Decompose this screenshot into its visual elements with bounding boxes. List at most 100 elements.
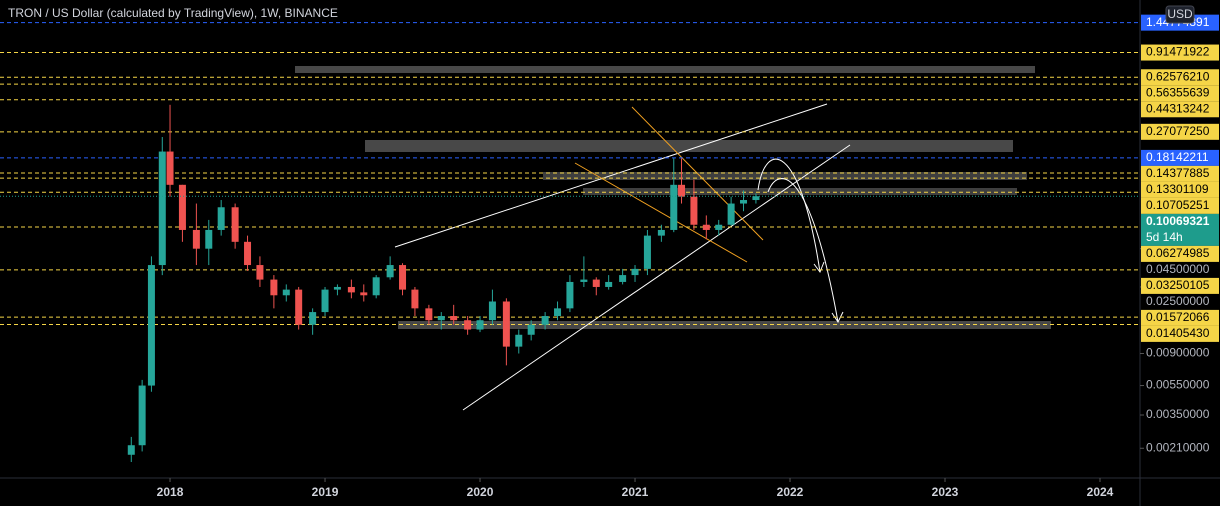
candle-body: [217, 207, 225, 230]
candle-body: [740, 200, 748, 204]
candle-body: [605, 281, 613, 287]
level-label-box: [1141, 325, 1219, 342]
zone: [583, 188, 1017, 195]
candle-body: [715, 224, 723, 230]
candle-body: [631, 268, 639, 276]
x-tick-label: 2019: [312, 485, 339, 499]
candle-body: [321, 289, 329, 313]
x-tick-label: 2021: [622, 485, 649, 499]
y-tick-label: 0.00550000: [1146, 378, 1210, 392]
level-label-box: [1141, 101, 1219, 118]
candle-body: [476, 320, 484, 330]
zone: [398, 321, 1051, 329]
x-tick-label: 2020: [467, 485, 494, 499]
candle-body: [670, 184, 678, 230]
trend-line: [462, 144, 851, 411]
candle-body: [727, 203, 735, 225]
candle-body: [372, 277, 380, 296]
chart-title: TRON / US Dollar (calculated by TradingV…: [8, 6, 338, 20]
arrow-head: [813, 261, 825, 274]
candle-body: [205, 229, 213, 249]
candle-body: [702, 224, 710, 230]
candle-body: [244, 241, 252, 266]
candle-body: [386, 265, 394, 278]
level-label-box: [1141, 245, 1219, 262]
level-label: 0.06274985: [1146, 246, 1210, 260]
candle-body: [138, 385, 146, 446]
price-label: 0.10069321: [1146, 214, 1210, 228]
candle-body: [425, 308, 433, 321]
y-tick-label: 0.00350000: [1146, 407, 1210, 421]
level-label: 0.03250105: [1146, 278, 1210, 292]
trend-line: [631, 106, 764, 241]
candle-body: [450, 316, 458, 321]
x-tick-label: 2018: [157, 485, 184, 499]
candle-body: [752, 196, 760, 201]
candle-body: [643, 235, 651, 269]
candle-body: [541, 316, 549, 325]
price-label-box: [1141, 213, 1219, 246]
y-tick-label: 0.00900000: [1146, 346, 1210, 360]
candle-body: [411, 289, 419, 309]
level-label-box: [1141, 197, 1219, 214]
level-label: 0.62576210: [1146, 69, 1210, 83]
level-label-box: [1141, 277, 1219, 294]
level-label: 0.27077250: [1146, 124, 1210, 138]
candle-body: [360, 292, 368, 296]
candle-body: [231, 207, 239, 242]
level-label: 0.14377885: [1146, 166, 1210, 180]
candle-body: [178, 184, 186, 230]
candle-body: [464, 320, 472, 330]
candle-body: [690, 196, 698, 225]
candle-body: [678, 184, 686, 197]
level-label: 0.56355639: [1146, 85, 1210, 99]
candle-body: [566, 281, 574, 309]
zone: [365, 140, 1013, 152]
candle-body: [295, 289, 303, 325]
level-label-box: [1141, 69, 1219, 86]
candle-body: [309, 312, 317, 325]
level-label: 0.13301109: [1146, 182, 1209, 196]
candle-body: [158, 151, 166, 266]
arrow: [757, 158, 821, 273]
zone: [543, 172, 1027, 180]
level-label-box: [1141, 149, 1219, 166]
candle-body: [515, 334, 523, 347]
level-label-box: [1141, 85, 1219, 102]
countdown-label: 5d 14h: [1146, 230, 1183, 244]
candle-body: [488, 301, 496, 321]
y-tick-label: 0.02500000: [1146, 294, 1210, 308]
candle-body: [166, 151, 174, 185]
candle-body: [399, 265, 407, 290]
level-label: 0.10705251: [1146, 198, 1210, 212]
candle-body: [192, 229, 200, 249]
level-label: 0.91471922: [1146, 45, 1210, 59]
zone: [295, 66, 1035, 73]
candle-body: [333, 286, 341, 290]
level-label: 0.18142211: [1146, 150, 1209, 164]
candle-body: [554, 308, 562, 317]
candle-body: [347, 286, 355, 293]
candle-body: [127, 445, 135, 455]
candle-body: [502, 301, 510, 347]
x-tick-label: 2024: [1087, 485, 1114, 499]
arrow: [767, 178, 839, 323]
level-label: 0.01572066: [1146, 310, 1210, 324]
x-tick-label: 2022: [777, 485, 804, 499]
arrow-head: [831, 311, 844, 323]
level-label-box: [1141, 165, 1219, 182]
candle-body: [147, 265, 155, 386]
candle-body: [657, 229, 665, 236]
candle-body: [282, 289, 290, 296]
candle-body: [437, 316, 445, 321]
level-label-box: [1141, 123, 1219, 140]
y-tick-label: 0.04500000: [1146, 262, 1210, 276]
x-tick-label: 2023: [932, 485, 959, 499]
candle-body: [527, 324, 535, 335]
currency-label[interactable]: USD: [1167, 7, 1193, 21]
level-label-box: [1141, 309, 1219, 326]
currency-button[interactable]: [1165, 5, 1195, 24]
candle-body: [256, 265, 264, 280]
candle-body: [592, 279, 600, 287]
